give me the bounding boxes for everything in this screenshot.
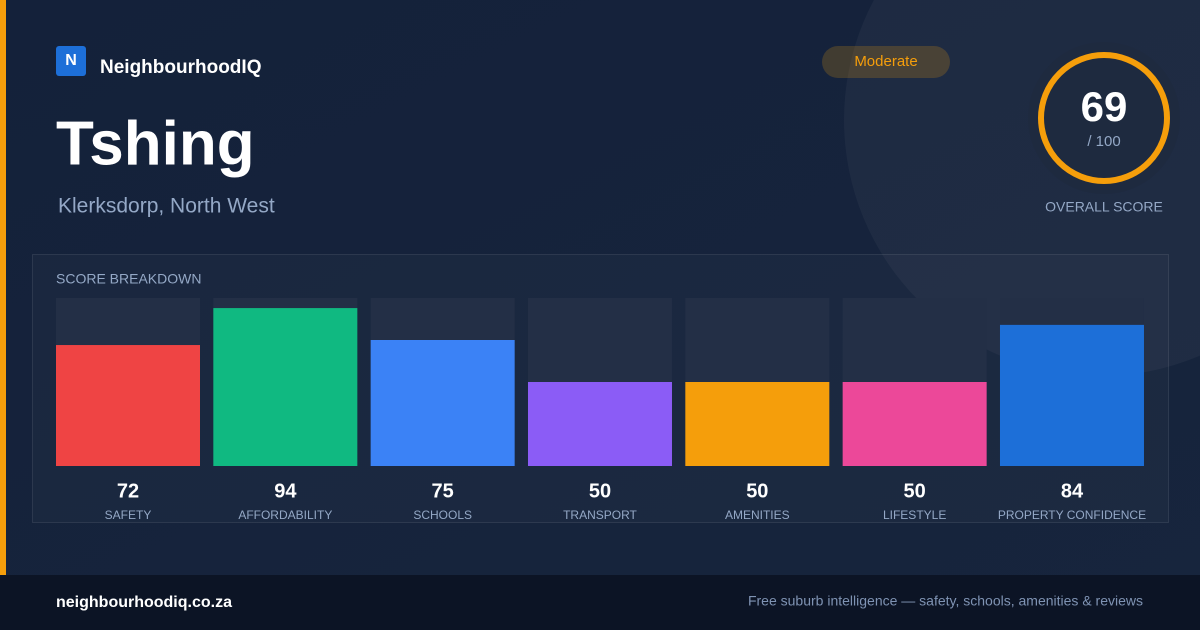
chart-title: SCORE BREAKDOWN	[56, 271, 201, 287]
bar	[842, 382, 987, 466]
category-label: LIFESTYLE	[883, 508, 946, 522]
bar	[527, 382, 672, 466]
logo-letter: N	[65, 52, 77, 69]
value-label: 50	[746, 480, 768, 502]
footer-tagline: Free suburb intelligence — safety, schoo…	[748, 593, 1143, 609]
score-max: / 100	[1087, 133, 1120, 150]
category-label: PROPERTY CONFIDENCE	[998, 508, 1146, 522]
bar	[999, 324, 1144, 466]
value-label: 75	[432, 480, 454, 502]
category-label: AFFORDABILITY	[238, 508, 332, 522]
badge	[822, 46, 950, 78]
bar	[56, 345, 200, 466]
category-label: SAFETY	[105, 508, 152, 522]
score-value: 69	[1081, 83, 1128, 130]
value-label: 50	[589, 480, 611, 502]
brand-name: NeighbourhoodIQ	[100, 57, 261, 78]
value-label: 50	[904, 480, 926, 502]
bar	[685, 382, 830, 466]
breakdown-panel	[32, 254, 1169, 523]
subtitle: Klerksdorp, North West	[58, 195, 275, 218]
value-label: 94	[274, 480, 297, 502]
footer-site: neighbourhoodiq.co.za	[56, 594, 232, 611]
logo	[56, 46, 86, 76]
score-backdrop	[1028, 42, 1180, 194]
bar	[370, 340, 515, 466]
category-label: SCHOOLS	[413, 508, 472, 522]
title: Tshing	[56, 109, 255, 178]
value-label: 84	[1061, 480, 1084, 502]
value-label: 72	[117, 480, 139, 502]
category-label: TRANSPORT	[563, 508, 637, 522]
footer	[0, 575, 1200, 630]
badge-text: Moderate	[854, 53, 917, 70]
accent-stripe	[0, 0, 6, 575]
bar	[213, 308, 358, 466]
score-caption: OVERALL SCORE	[1045, 199, 1163, 215]
score-ring	[1038, 52, 1170, 184]
category-label: AMENITIES	[725, 508, 790, 522]
